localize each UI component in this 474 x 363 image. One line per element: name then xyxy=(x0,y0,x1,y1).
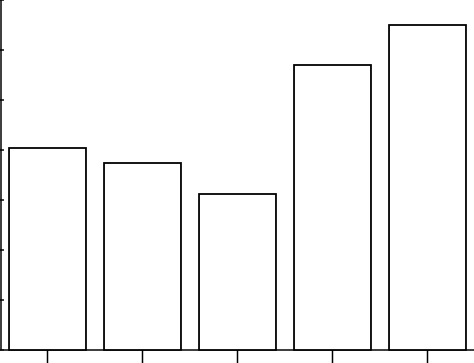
bar xyxy=(293,64,372,351)
bar xyxy=(103,162,182,351)
bar xyxy=(8,147,87,351)
bar xyxy=(388,24,467,351)
bar xyxy=(198,193,277,351)
